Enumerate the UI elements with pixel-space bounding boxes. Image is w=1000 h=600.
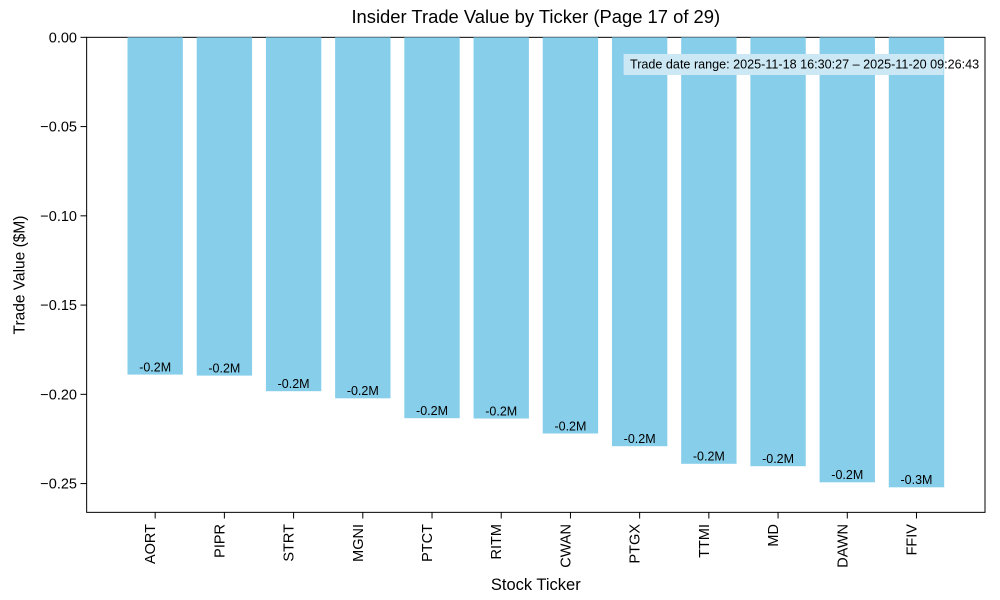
svg-text:RITM: RITM <box>489 524 505 559</box>
svg-text:-0.2M: -0.2M <box>485 404 517 418</box>
svg-text:-0.2M: -0.2M <box>693 450 725 464</box>
svg-text:Trade Value ($M): Trade Value ($M) <box>12 216 29 335</box>
svg-text:AORT: AORT <box>143 524 159 564</box>
svg-text:STRT: STRT <box>282 524 298 562</box>
svg-text:-0.2M: -0.2M <box>831 468 863 482</box>
svg-text:-0.2M: -0.2M <box>139 361 171 375</box>
svg-text:-0.2M: -0.2M <box>554 419 586 433</box>
svg-text:−0.25: −0.25 <box>40 477 77 493</box>
svg-text:−0.05: −0.05 <box>40 120 77 136</box>
svg-text:MGNI: MGNI <box>351 524 367 562</box>
svg-text:MD: MD <box>766 524 782 547</box>
svg-text:-0.2M: -0.2M <box>762 452 794 466</box>
svg-text:TTMI: TTMI <box>697 524 713 558</box>
svg-text:Trade date range: 2025-11-18 1: Trade date range: 2025-11-18 16:30:27 – … <box>630 58 979 72</box>
svg-text:−0.10: −0.10 <box>40 209 77 225</box>
svg-text:Stock Ticker: Stock Ticker <box>491 576 581 594</box>
svg-text:-0.2M: -0.2M <box>347 384 379 398</box>
svg-text:DAWN: DAWN <box>835 524 851 568</box>
svg-text:Insider Trade Value by Ticker: Insider Trade Value by Ticker (Page 17 o… <box>351 6 720 27</box>
svg-text:-0.2M: -0.2M <box>624 432 656 446</box>
svg-text:-0.2M: -0.2M <box>278 377 310 391</box>
svg-text:PTCT: PTCT <box>420 524 436 562</box>
svg-text:PTGX: PTGX <box>628 524 644 564</box>
svg-text:0.00: 0.00 <box>49 30 77 46</box>
svg-text:-0.2M: -0.2M <box>208 362 240 376</box>
svg-text:CWAN: CWAN <box>558 524 574 568</box>
svg-text:FFIV: FFIV <box>904 524 920 556</box>
svg-text:−0.20: −0.20 <box>40 387 77 403</box>
svg-text:-0.2M: -0.2M <box>416 404 448 418</box>
svg-text:-0.3M: -0.3M <box>901 473 933 487</box>
svg-text:PIPR: PIPR <box>212 524 228 558</box>
svg-text:−0.15: −0.15 <box>40 298 77 314</box>
